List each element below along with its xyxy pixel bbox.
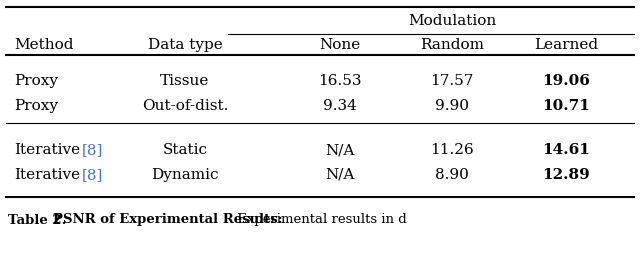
- Text: Data type: Data type: [148, 38, 222, 52]
- Text: Tissue: Tissue: [160, 74, 210, 88]
- Text: Method: Method: [14, 38, 74, 52]
- Text: 11.26: 11.26: [430, 143, 474, 157]
- Text: 10.71: 10.71: [542, 99, 590, 113]
- Text: Proxy: Proxy: [14, 74, 58, 88]
- Text: 14.61: 14.61: [542, 143, 590, 157]
- Text: 16.53: 16.53: [318, 74, 362, 88]
- Text: Dynamic: Dynamic: [151, 168, 219, 182]
- Text: Experimental results in d: Experimental results in d: [233, 214, 407, 226]
- Text: N/A: N/A: [325, 168, 355, 182]
- Text: [8]: [8]: [82, 143, 104, 157]
- Text: None: None: [319, 38, 360, 52]
- Text: [8]: [8]: [82, 168, 104, 182]
- Text: Table 2.: Table 2.: [8, 214, 71, 226]
- Text: 9.90: 9.90: [435, 99, 469, 113]
- Text: Learned: Learned: [534, 38, 598, 52]
- Text: PSNR of Experimental Results:: PSNR of Experimental Results:: [53, 214, 283, 226]
- Text: 17.57: 17.57: [430, 74, 474, 88]
- Text: N/A: N/A: [325, 143, 355, 157]
- Text: Static: Static: [163, 143, 207, 157]
- Text: Proxy: Proxy: [14, 99, 58, 113]
- Text: 9.34: 9.34: [323, 99, 357, 113]
- Text: 19.06: 19.06: [542, 74, 590, 88]
- Text: Random: Random: [420, 38, 484, 52]
- Text: Modulation: Modulation: [408, 14, 496, 28]
- Text: 8.90: 8.90: [435, 168, 469, 182]
- Text: Iterative: Iterative: [14, 168, 80, 182]
- Text: 12.89: 12.89: [542, 168, 590, 182]
- Text: Out-of-dist.: Out-of-dist.: [142, 99, 228, 113]
- Text: Iterative: Iterative: [14, 143, 80, 157]
